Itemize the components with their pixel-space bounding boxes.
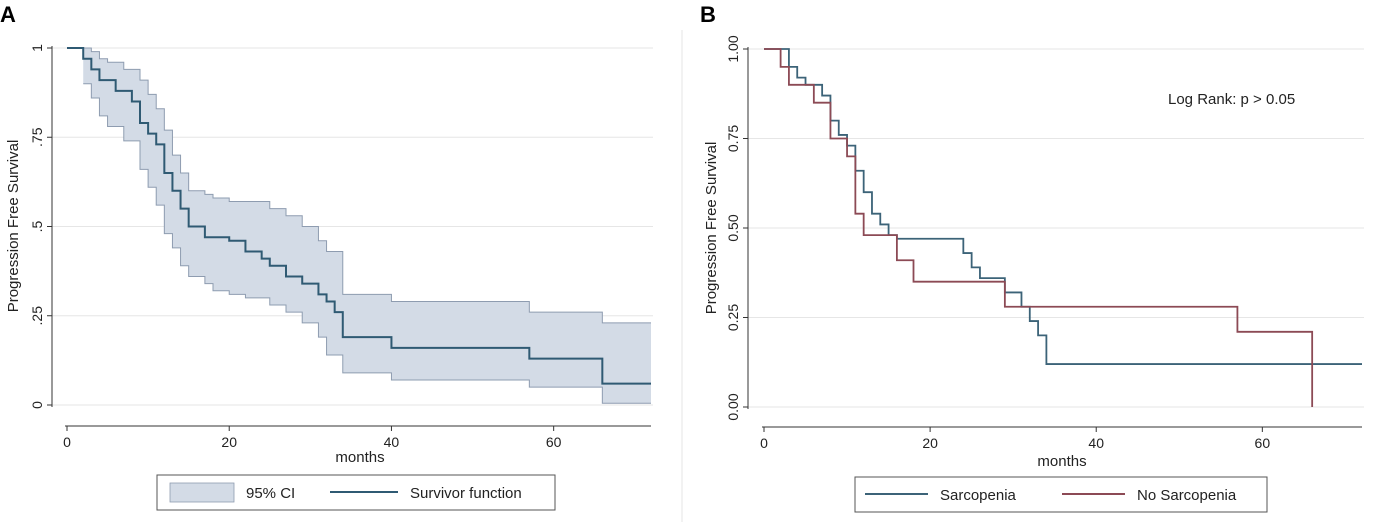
y-tick-label-a: .5: [29, 220, 45, 232]
x-tick-label-b: 20: [922, 435, 938, 451]
x-tick-label-a: 20: [221, 434, 237, 450]
ci-lower-line: [83, 83, 651, 404]
x-tick-label-b: 40: [1088, 435, 1104, 451]
legend-label-no-sarcopenia: No Sarcopenia: [1137, 487, 1237, 504]
legend-swatch-ci: [169, 482, 235, 503]
x-tick-label-b: 60: [1255, 435, 1271, 451]
plot-area-a: 0 .25 .5 .75 1 0 20 40 60: [29, 44, 653, 450]
y-tick-label-b: 0.25: [725, 304, 741, 331]
x-axis-title-b: months: [1037, 453, 1086, 470]
y-axis-title-a: Progression Free Survival: [5, 140, 22, 313]
x-tick-label-b: 0: [760, 435, 768, 451]
no-sarcopenia-line: [764, 48, 1314, 407]
y-axis-title-b: Progression Free Survival: [703, 142, 720, 315]
y-tick-label-a: .25: [29, 306, 45, 326]
y-tick-label-b: 0.00: [725, 393, 741, 420]
legend-a: 95% CI Survivor function: [156, 474, 556, 511]
plot-area-b: 0.00 0.25 0.50 0.75 1.00 0 20 40 60: [725, 35, 1364, 451]
x-tick-label-a: 40: [384, 434, 400, 450]
panel-b: B 0.00 0.25 0.50 0.75 1.00 0 20 40 60 months Pro…: [700, 2, 1364, 513]
y-tick-label-a: 1: [29, 44, 45, 52]
y-tick-label-a: 0: [29, 401, 45, 409]
legend-b: Sarcopenia No Sarcopenia: [854, 476, 1268, 513]
ci-band: [83, 48, 651, 404]
legend-label-ci: 95% CI: [246, 485, 295, 502]
survivor-function-line: [67, 47, 651, 385]
legend-label-survivor: Survivor function: [410, 485, 522, 502]
x-tick-label-a: 60: [546, 434, 562, 450]
panel-letter-a: A: [0, 2, 16, 27]
panel-letter-b: B: [700, 2, 716, 27]
ci-upper-line: [83, 47, 651, 324]
y-tick-label-b: 1.00: [725, 35, 741, 62]
y-tick-label-a: .75: [29, 127, 45, 147]
sarcopenia-line: [764, 48, 1362, 365]
x-axis-title-a: months: [335, 449, 384, 466]
x-tick-label-a: 0: [63, 434, 71, 450]
legend-label-sarcopenia: Sarcopenia: [940, 487, 1017, 504]
y-tick-label-b: 0.50: [725, 214, 741, 241]
panel-a: A 0 .25 .5 .75 1 0 20 40 60 months Progression F…: [0, 2, 653, 511]
y-tick-label-b: 0.75: [725, 125, 741, 152]
log-rank-annotation: Log Rank: p > 0.05: [1168, 91, 1295, 108]
